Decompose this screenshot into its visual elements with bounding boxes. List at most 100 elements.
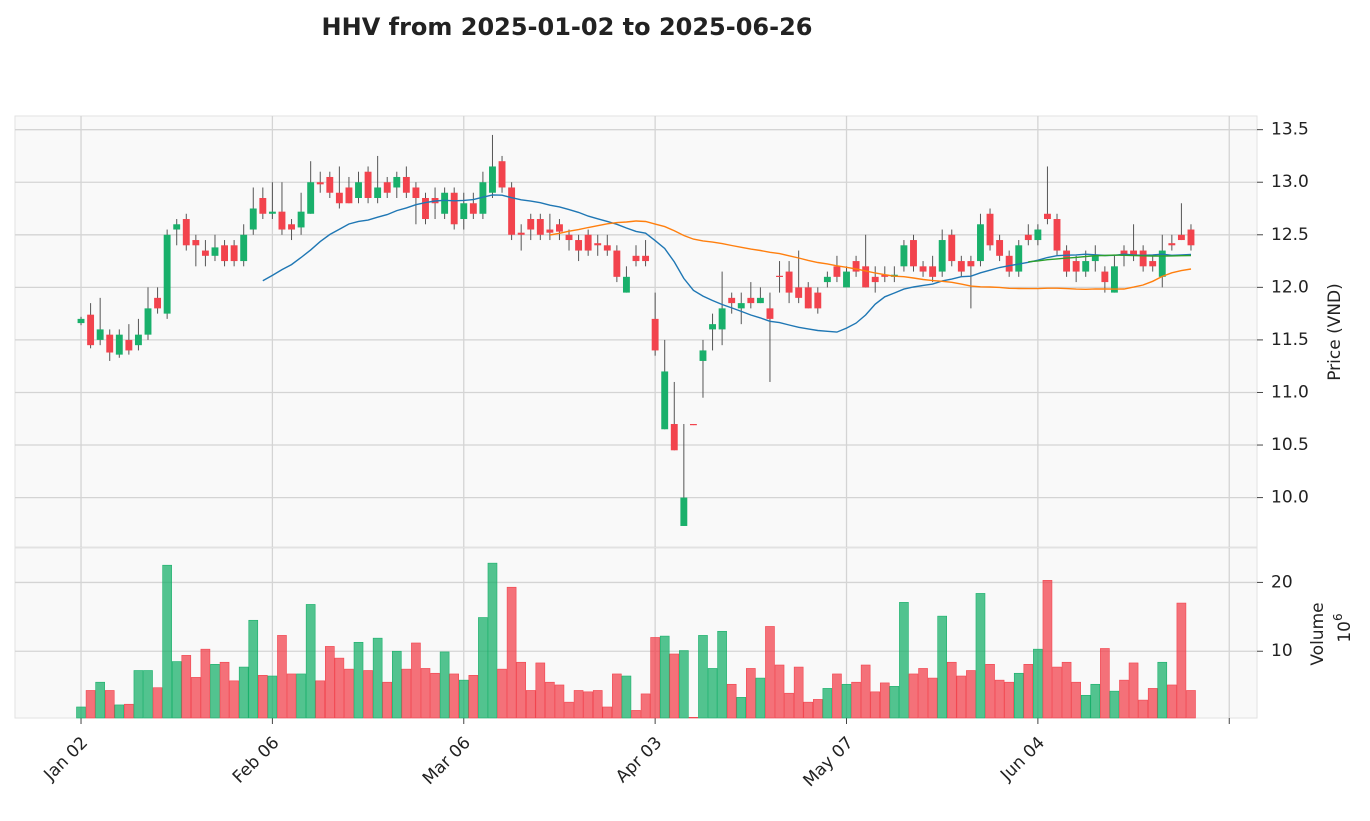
moving-average bbox=[1028, 254, 1192, 263]
volume-y-tick-label: 10 bbox=[1271, 641, 1293, 661]
candle-body bbox=[1110, 266, 1118, 293]
volume-bar bbox=[985, 664, 995, 719]
volume-bar bbox=[344, 668, 354, 719]
volume-bar bbox=[793, 666, 804, 719]
volume-bar bbox=[707, 668, 718, 719]
volume-bar bbox=[1109, 690, 1120, 719]
candle-body bbox=[632, 255, 640, 262]
volume-y-tick-label: 20 bbox=[1271, 572, 1293, 592]
volume-bar bbox=[679, 650, 689, 719]
y-tick-label: 13.0 bbox=[1271, 172, 1309, 192]
y-tick-label: 10.0 bbox=[1271, 488, 1309, 508]
candle-body bbox=[565, 234, 573, 241]
candle-body bbox=[1072, 261, 1080, 272]
candle-body bbox=[1053, 219, 1061, 251]
candle-body bbox=[87, 314, 95, 346]
x-tick-label: Jun 04 bbox=[996, 733, 1049, 786]
volume-bar bbox=[497, 668, 507, 719]
volume-bar bbox=[210, 664, 220, 719]
x-tick-label: Jan 02 bbox=[40, 733, 93, 786]
volume-bar bbox=[1167, 684, 1177, 719]
y-tick-label: 11.5 bbox=[1271, 330, 1309, 350]
candle-body bbox=[795, 287, 803, 298]
candle-body bbox=[929, 266, 937, 277]
volume-bar bbox=[124, 703, 134, 719]
volume-bar bbox=[1119, 679, 1129, 719]
y-tick-label: 10.5 bbox=[1271, 435, 1309, 455]
volume-bar bbox=[583, 691, 593, 719]
candle-body bbox=[546, 229, 554, 233]
candle-body bbox=[584, 234, 592, 251]
volume-bar bbox=[525, 690, 536, 719]
volume-bar bbox=[937, 615, 947, 719]
volume-bar bbox=[200, 648, 211, 719]
x-tick-label: May 07 bbox=[799, 733, 857, 791]
volume-bar bbox=[832, 673, 842, 719]
candle-body bbox=[718, 308, 726, 330]
candle-body bbox=[1120, 250, 1128, 256]
candle-body bbox=[1101, 271, 1109, 283]
candle-body bbox=[1044, 213, 1051, 220]
volume-bar bbox=[229, 680, 239, 719]
candle-body bbox=[422, 197, 429, 220]
volume-bar bbox=[899, 602, 909, 719]
volume-bar bbox=[162, 564, 172, 719]
candle-body bbox=[517, 232, 525, 235]
volume-bar bbox=[803, 701, 814, 719]
candle-body bbox=[345, 187, 353, 204]
candle-body bbox=[766, 308, 774, 319]
volume-bar bbox=[219, 661, 230, 719]
volume-bar bbox=[1100, 648, 1110, 719]
candle-body bbox=[115, 334, 123, 355]
volume-bar bbox=[353, 641, 364, 719]
candle-body bbox=[1177, 234, 1185, 241]
volume-bar bbox=[851, 681, 861, 719]
candle-body bbox=[364, 171, 372, 198]
marks-layer bbox=[76, 134, 1196, 719]
volume-bar bbox=[860, 664, 871, 719]
volume-bar bbox=[152, 687, 163, 719]
candle-body bbox=[221, 245, 228, 262]
volume-bar bbox=[248, 619, 259, 719]
candle-body bbox=[335, 192, 343, 204]
volume-bar bbox=[994, 679, 1005, 719]
candle-body bbox=[785, 271, 793, 293]
candle-body bbox=[1091, 255, 1099, 262]
volume-bar bbox=[956, 675, 967, 719]
volume-bar bbox=[1013, 672, 1024, 719]
volume-bar bbox=[143, 670, 153, 719]
candle-body bbox=[77, 318, 85, 324]
candle-body bbox=[268, 211, 276, 214]
x-tick-label: Apr 03 bbox=[612, 733, 666, 787]
volume-bar bbox=[1080, 694, 1091, 719]
candle-body bbox=[201, 250, 209, 256]
volume-bar bbox=[813, 699, 823, 719]
candle-body bbox=[96, 329, 104, 340]
volume-bar bbox=[363, 670, 373, 719]
candle-body bbox=[603, 245, 611, 251]
volume-bar bbox=[1186, 690, 1196, 719]
chart-title: HHV from 2025-01-02 to 2025-06-26 bbox=[322, 13, 813, 41]
volume-bar bbox=[1128, 662, 1139, 719]
candle-body bbox=[249, 208, 257, 230]
candle-body bbox=[613, 250, 621, 277]
candle-body bbox=[1139, 250, 1147, 267]
candle-body bbox=[823, 276, 831, 283]
candle-body bbox=[173, 224, 181, 230]
volume-bar bbox=[573, 690, 584, 719]
candle-body bbox=[1168, 243, 1176, 246]
candle-body bbox=[556, 224, 563, 232]
volume-bar bbox=[258, 675, 268, 719]
candle-body bbox=[1158, 250, 1166, 277]
volume-bar bbox=[325, 646, 335, 719]
volume-bar bbox=[602, 706, 613, 719]
volume-bar bbox=[698, 635, 708, 719]
candle-body bbox=[1130, 250, 1138, 256]
candle-body bbox=[594, 243, 602, 246]
candle-body bbox=[288, 224, 295, 230]
candle-body bbox=[154, 297, 162, 309]
volume-bar bbox=[430, 672, 440, 719]
candle-body bbox=[297, 211, 305, 228]
volume-bar bbox=[908, 673, 919, 719]
volume-bar bbox=[1147, 688, 1158, 719]
